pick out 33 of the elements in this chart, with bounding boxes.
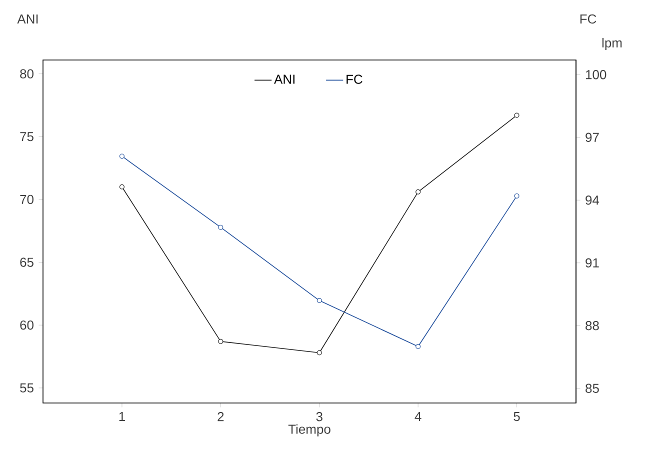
y2-axis-title: FC <box>580 14 596 24</box>
y-tick-label: 75 <box>20 132 34 142</box>
legend-label: FC <box>346 74 362 84</box>
point <box>316 298 322 304</box>
point <box>416 189 421 194</box>
y-tick-label: 55 <box>20 383 34 392</box>
y2-tick-label: 100 <box>586 70 606 80</box>
point <box>218 338 224 344</box>
y2-tick-label: 91 <box>586 258 599 268</box>
text: lpm <box>602 38 622 50</box>
x-tick-label: 4 <box>414 412 422 421</box>
point <box>316 350 322 356</box>
point <box>119 154 124 159</box>
x-tick-label: 1 <box>119 412 125 421</box>
x-tick-label: 2 <box>218 412 224 422</box>
point <box>119 184 124 190</box>
y-axis-title: ANI <box>17 14 38 24</box>
legend-label: ANI <box>274 74 294 84</box>
point <box>218 224 224 230</box>
y-tick-label: 65 <box>20 258 34 267</box>
x-axis-title: Tiempo <box>288 424 330 436</box>
x-tick-label: 5 <box>514 412 520 422</box>
y2-tick-label: 85 <box>586 384 599 393</box>
y-tick-label: 80 <box>20 69 34 78</box>
point <box>416 344 421 350</box>
y2-tick-label: 88 <box>586 321 599 330</box>
y2-tick-label: 94 <box>586 196 600 205</box>
y-tick-label: 70 <box>20 194 34 204</box>
point <box>514 112 520 118</box>
y-tick-label: 60 <box>20 320 34 330</box>
y2-tick-label: 97 <box>586 132 599 142</box>
point <box>514 193 520 198</box>
x-tick-label: 3 <box>316 412 322 422</box>
